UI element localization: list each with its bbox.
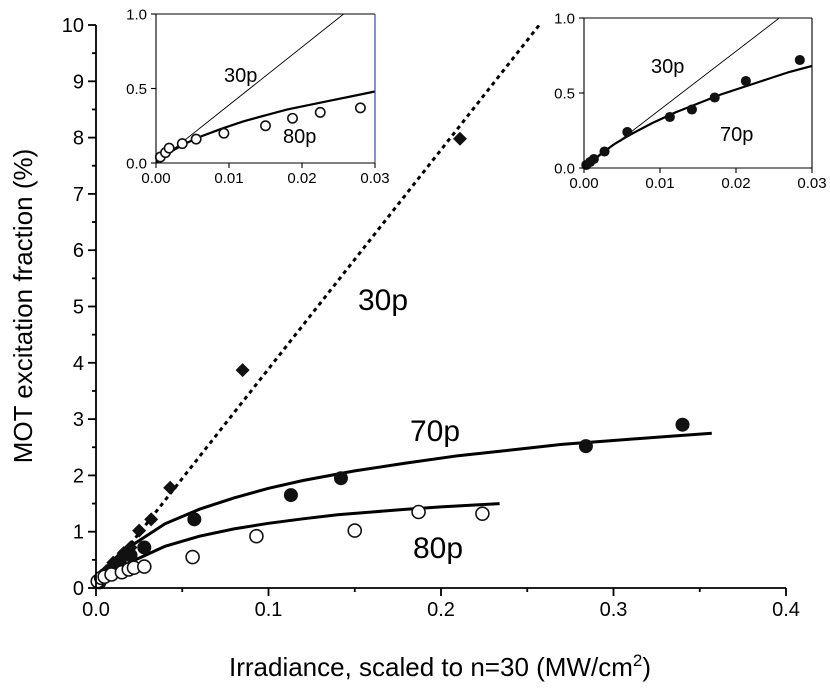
main-axes: 0.0 0.1 0.2 0.3 0.4 0 1 2 3 4 5 6 7 8 9 10 — [62, 15, 800, 621]
y-tick-label: 7 — [73, 184, 84, 206]
y-tick-label: 0.5 — [126, 81, 147, 98]
label-70p: 70p — [410, 415, 460, 448]
marker-80p — [176, 138, 188, 150]
y-tick-label: 1.0 — [126, 6, 147, 23]
inset-left-axes: 0.00 0.01 0.02 0.03 0.0 0.5 1.0 — [126, 6, 389, 187]
x-tick-label: 0.2 — [427, 599, 455, 621]
marker-80p — [190, 133, 202, 145]
y-tick-label: 0.0 — [554, 160, 575, 177]
marker-70p — [588, 153, 599, 165]
marker-70p — [622, 126, 633, 138]
x-axis-label-main: Irradiance, scaled to n=30 (MW/cm — [229, 652, 633, 682]
marker-80p — [475, 506, 490, 521]
marker-30p — [116, 546, 131, 561]
marker-70p — [709, 92, 720, 103]
marker-80p — [314, 106, 326, 118]
marker-80p — [354, 102, 366, 114]
y-tick-label: 10 — [62, 15, 84, 37]
label-30p: 30p — [358, 284, 408, 317]
y-tick-label: 5 — [73, 297, 84, 319]
y-tick-label: 4 — [73, 353, 84, 375]
marker-70p — [578, 439, 593, 454]
inset-right-axes: 0.00 0.01 0.02 0.03 0.0 0.5 1.0 — [554, 10, 826, 192]
x-tick-label: 0.03 — [360, 170, 389, 187]
marker-80p — [137, 559, 152, 574]
x-tick-label: 0.4 — [772, 599, 800, 621]
y-tick-label: 0.5 — [554, 85, 575, 102]
marker-30p — [144, 512, 159, 527]
marker-30p — [163, 480, 178, 495]
marker-70p — [794, 54, 805, 66]
y-tick-label: 1.0 — [554, 10, 575, 27]
x-axis-label-close: ) — [642, 652, 651, 682]
x-tick-label: 0.03 — [797, 175, 826, 192]
x-axis-label: Irradiance, scaled to n=30 (MW/cm2) — [229, 651, 651, 682]
marker-30p — [235, 363, 250, 378]
inset-left-label-30p: 30p — [224, 65, 257, 87]
marker-80p — [163, 142, 175, 154]
y-tick-label: 3 — [73, 409, 84, 431]
x-tick-label: 0.3 — [600, 599, 628, 621]
marker-70p — [187, 512, 202, 527]
inset-right-label-30p: 30p — [651, 56, 684, 78]
x-tick-label: 0.1 — [255, 599, 283, 621]
inset-left-label-80p: 80p — [283, 126, 316, 148]
x-tick-label: 0.02 — [287, 170, 316, 187]
marker-80p — [218, 127, 230, 139]
marker-70p — [675, 417, 690, 432]
marker-70p — [599, 146, 610, 157]
inset-right-plot: 0.00 0.01 0.02 0.03 0.0 0.5 1.0 30p 70p — [554, 10, 826, 192]
marker-30p — [132, 523, 147, 538]
y-tick-label: 1 — [73, 522, 84, 544]
marker-80p — [411, 504, 426, 520]
inset-left-plot: 0.00 0.01 0.02 0.03 0.0 0.5 1.0 30p 80p — [126, 6, 389, 187]
inset-right-data-markers — [581, 54, 805, 171]
x-axis-label-superscript: 2 — [633, 651, 642, 670]
fit-line-30p — [156, 14, 344, 163]
y-tick-label: 2 — [73, 465, 84, 487]
marker-30p — [452, 131, 467, 146]
y-tick-label: 0 — [73, 578, 84, 600]
marker-70p — [137, 540, 152, 555]
fit-line-70p — [584, 64, 812, 168]
marker-70p — [740, 75, 751, 87]
marker-80p — [185, 549, 200, 565]
marker-70p — [283, 488, 298, 503]
marker-70p — [664, 111, 675, 123]
marker-80p — [287, 112, 298, 124]
marker-70p — [123, 548, 138, 563]
inset-left-data-markers — [154, 102, 366, 163]
x-tick-label: 0.02 — [721, 175, 750, 192]
x-tick-label: 0.01 — [214, 170, 243, 187]
y-tick-label: 0.0 — [126, 155, 147, 172]
y-tick-label: 6 — [73, 240, 84, 262]
y-axis-label: MOT excitation fraction (%) — [8, 149, 38, 464]
x-tick-label: 0.00 — [569, 175, 598, 192]
label-80p: 80p — [413, 532, 463, 565]
marker-70p — [333, 471, 348, 486]
marker-80p — [249, 528, 264, 544]
x-tick-label: 0.01 — [645, 175, 674, 192]
marker-80p — [260, 120, 271, 132]
y-tick-label: 9 — [73, 71, 84, 93]
main-data-markers — [90, 131, 690, 590]
inset-right-fit-lines — [584, 18, 812, 168]
inset-right-label-70p: 70p — [720, 124, 753, 146]
x-tick-label: 0.00 — [141, 170, 170, 187]
x-tick-label: 0.0 — [82, 599, 110, 621]
marker-80p — [347, 523, 363, 538]
inset-left-fit-lines — [156, 14, 375, 163]
marker-70p — [686, 104, 697, 115]
y-tick-label: 8 — [73, 128, 84, 150]
